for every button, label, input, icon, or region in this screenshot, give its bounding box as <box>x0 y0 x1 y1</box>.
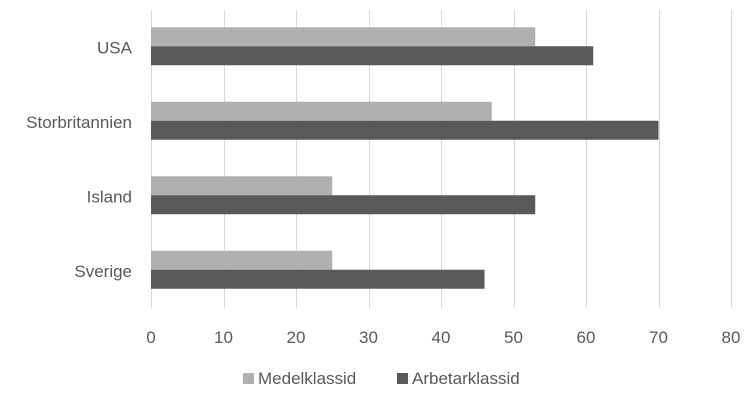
x-tick-label: 10 <box>214 328 233 347</box>
x-tick-label: 30 <box>359 328 378 347</box>
bar-medelklassid-storbritannien <box>151 101 492 121</box>
category-labels: USA Storbritannien Island Sverige <box>26 38 132 281</box>
category-label: USA <box>97 38 133 57</box>
bar-arbetarklassid-sverige <box>151 269 485 289</box>
bar-medelklassid-island <box>151 176 333 196</box>
category-label: Storbritannien <box>26 113 132 132</box>
x-tick-labels: 0 10 20 30 40 50 60 70 80 <box>146 328 740 347</box>
bar-medelklassid-usa <box>151 27 536 47</box>
x-tick-label: 70 <box>649 328 668 347</box>
x-tick-label: 0 <box>146 328 155 347</box>
x-tick-label: 80 <box>722 328 741 347</box>
bar-medelklassid-sverige <box>151 250 333 270</box>
legend-swatch-medelklassid <box>243 373 254 384</box>
x-tick-label: 40 <box>432 328 451 347</box>
legend: Medelklassid Arbetarklassid <box>243 369 520 388</box>
bar-arbetarklassid-storbritannien <box>151 120 659 140</box>
bars <box>151 27 659 289</box>
bar-arbetarklassid-island <box>151 195 536 215</box>
category-label: Sverige <box>74 262 132 281</box>
legend-label: Arbetarklassid <box>412 369 520 388</box>
legend-label: Medelklassid <box>258 369 356 388</box>
x-tick-label: 50 <box>504 328 523 347</box>
legend-swatch-arbetarklassid <box>397 373 408 384</box>
category-label: Island <box>87 187 132 206</box>
x-tick-label: 60 <box>577 328 596 347</box>
bar-arbetarklassid-usa <box>151 46 594 66</box>
x-tick-label: 20 <box>287 328 306 347</box>
